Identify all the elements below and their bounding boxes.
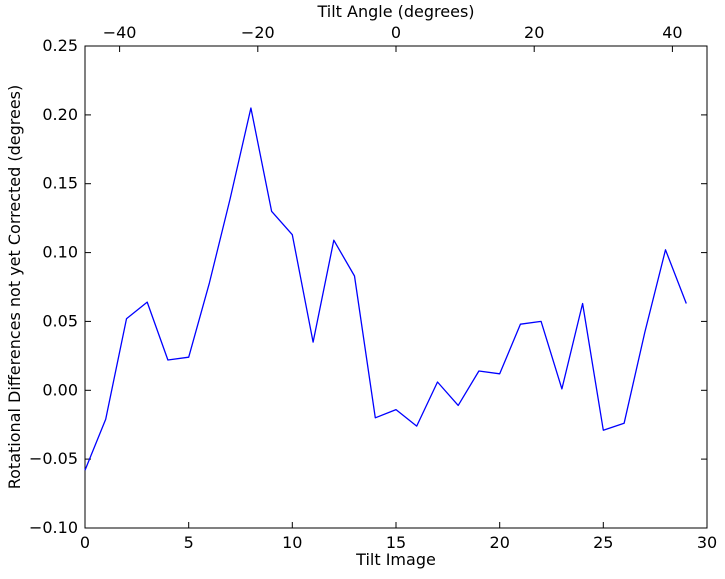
x-tick-label: 25 [593, 533, 613, 552]
y-tick-label: −0.05 [29, 449, 78, 468]
plot-frame [84, 45, 708, 529]
top-tick-label: −20 [241, 23, 275, 42]
x-tick-label: 15 [386, 533, 406, 552]
y-tick-label: 0.20 [42, 105, 78, 124]
y-tick-label: 0.00 [42, 380, 78, 399]
x-tick-label: 0 [80, 533, 90, 552]
y-tick-label: −0.10 [29, 518, 78, 537]
data-line [84, 107, 687, 471]
top-tick-label: −40 [103, 23, 137, 42]
x-tick-label: 5 [184, 533, 194, 552]
top-axis-ticks: −40 −20 0 20 40 [103, 23, 683, 52]
y-tick-label: 0.05 [42, 311, 78, 330]
y-axis-ticks: −0.10 −0.05 0.00 0.05 0.10 0.15 0.20 0.25 [29, 36, 707, 537]
x-tick-label: 20 [490, 533, 510, 552]
x-axis-label: Tilt Image [356, 550, 436, 569]
x-tick-label: 30 [697, 533, 717, 552]
y-tick-label: 0.15 [42, 174, 78, 193]
y-tick-label: 0.10 [42, 243, 78, 262]
top-tick-label: 0 [391, 23, 401, 42]
top-tick-label: 20 [524, 23, 544, 42]
x-tick-label: 10 [282, 533, 302, 552]
y-tick-label: 0.25 [42, 36, 78, 55]
top-tick-label: 40 [662, 23, 682, 42]
top-axis-title: Tilt Angle (degrees) [317, 2, 475, 21]
x-axis-ticks: 0 5 10 15 20 25 30 [80, 522, 717, 552]
y-axis-label: Rotational Differences not yet Corrected… [5, 84, 25, 490]
